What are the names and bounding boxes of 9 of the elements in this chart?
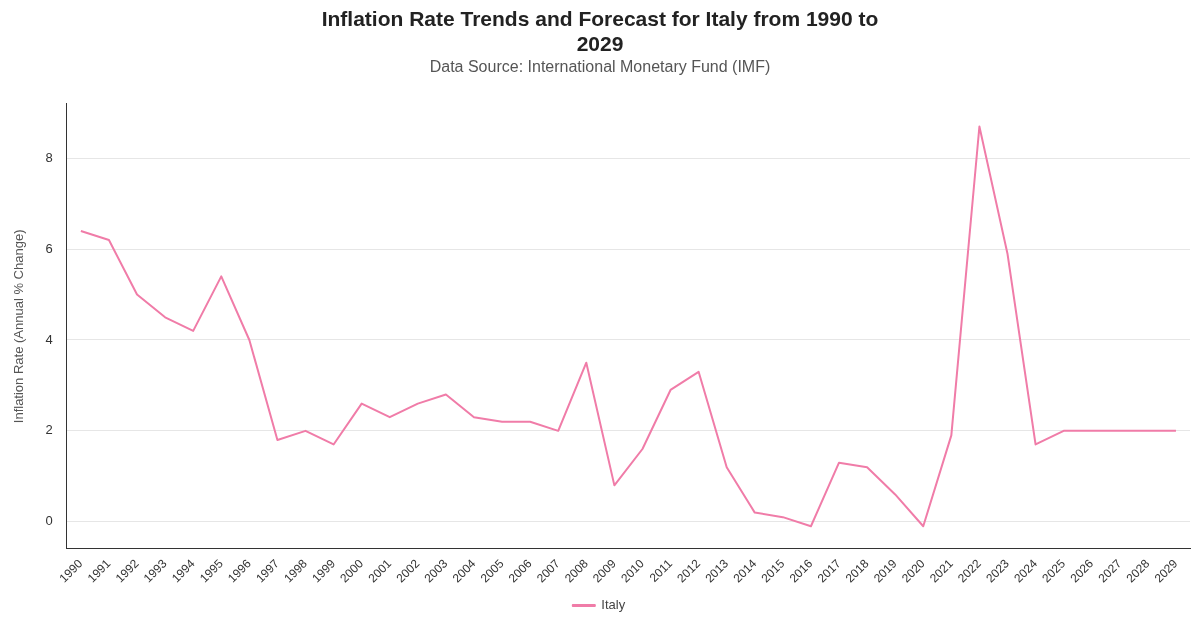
- y-tick-label: 4: [45, 331, 53, 347]
- y-axis-title: Inflation Rate (Annual % Change): [11, 229, 27, 424]
- y-tick-label: 8: [45, 149, 53, 165]
- y-tick-label: 2: [45, 422, 53, 438]
- y-tick-label: 6: [45, 240, 53, 256]
- chart-subtitle: Data Source: International Monetary Fund (IMF): [428, 58, 772, 76]
- legend-label: Italy: [601, 597, 626, 613]
- chart-title: Inflation Rate Trends and Forecast for Italy from 1990 to 2029: [320, 6, 880, 56]
- y-tick-label: 0: [45, 513, 53, 529]
